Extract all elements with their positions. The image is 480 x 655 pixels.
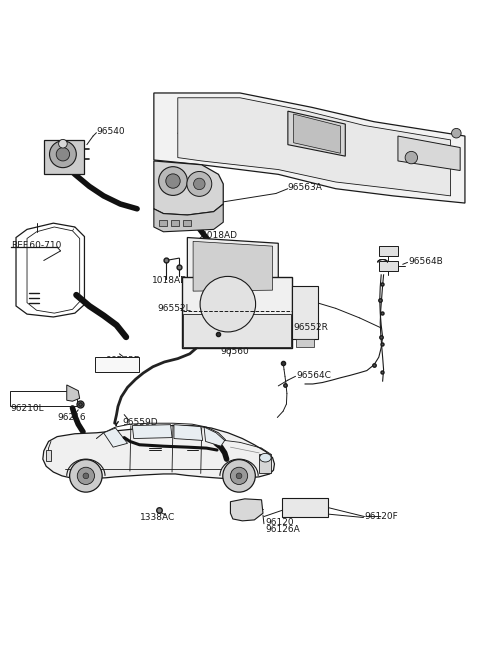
Circle shape [200,276,256,332]
Circle shape [158,166,187,195]
Circle shape [223,460,255,492]
Bar [158,220,167,226]
Polygon shape [294,114,340,153]
Text: 96552R: 96552R [294,323,328,332]
Circle shape [77,467,95,485]
Bar [282,498,327,517]
Polygon shape [154,161,223,215]
Circle shape [56,147,70,161]
Circle shape [83,473,89,479]
Bar [10,390,77,406]
Bar [259,454,271,473]
Bar [292,286,318,339]
Text: 96126A: 96126A [265,525,300,534]
Ellipse shape [260,453,271,462]
Circle shape [59,140,67,148]
Circle shape [230,467,248,485]
Circle shape [70,460,102,492]
Polygon shape [154,204,223,232]
Text: 1018AD: 1018AD [152,276,188,285]
Text: 96216: 96216 [57,413,86,422]
Polygon shape [104,428,128,447]
Text: 1338AC: 1338AC [207,315,243,324]
Text: 96120F: 96120F [364,512,398,521]
Bar [96,357,139,371]
Polygon shape [154,93,465,203]
Text: 1338AC: 1338AC [140,514,175,523]
Bar [379,246,398,255]
Polygon shape [204,427,225,446]
Bar [181,311,292,348]
Circle shape [236,473,242,479]
Circle shape [49,141,76,168]
Bar [182,314,291,347]
Text: 96120: 96120 [265,518,293,527]
Circle shape [405,151,418,164]
Polygon shape [193,241,273,291]
Circle shape [452,128,461,138]
Circle shape [187,172,212,196]
Circle shape [166,174,180,188]
Text: 96563E: 96563E [105,356,139,365]
Text: 96563A: 96563A [288,183,323,192]
Polygon shape [178,98,451,196]
Text: REF.60-710: REF.60-710 [11,240,61,250]
Bar [181,277,292,348]
Text: 96210L: 96210L [10,404,44,413]
Bar [296,339,314,347]
Text: 96552L: 96552L [157,304,191,313]
Text: 96564B: 96564B [408,257,443,266]
Polygon shape [398,136,460,170]
Bar [46,450,51,460]
Text: 1018AD: 1018AD [202,231,238,240]
Text: 96560: 96560 [220,347,249,356]
Polygon shape [67,385,80,402]
Bar [44,140,84,174]
Polygon shape [288,111,345,156]
Polygon shape [132,424,172,439]
Text: 96540: 96540 [96,127,125,136]
Polygon shape [43,426,275,479]
Polygon shape [187,238,278,301]
Bar [379,261,398,271]
Text: 96564C: 96564C [297,371,331,380]
Polygon shape [230,499,263,521]
Bar [170,220,179,226]
Text: 96559D: 96559D [123,418,158,427]
Polygon shape [174,424,203,440]
Circle shape [193,178,205,190]
Bar [182,220,191,226]
Text: 96183A: 96183A [183,326,218,335]
